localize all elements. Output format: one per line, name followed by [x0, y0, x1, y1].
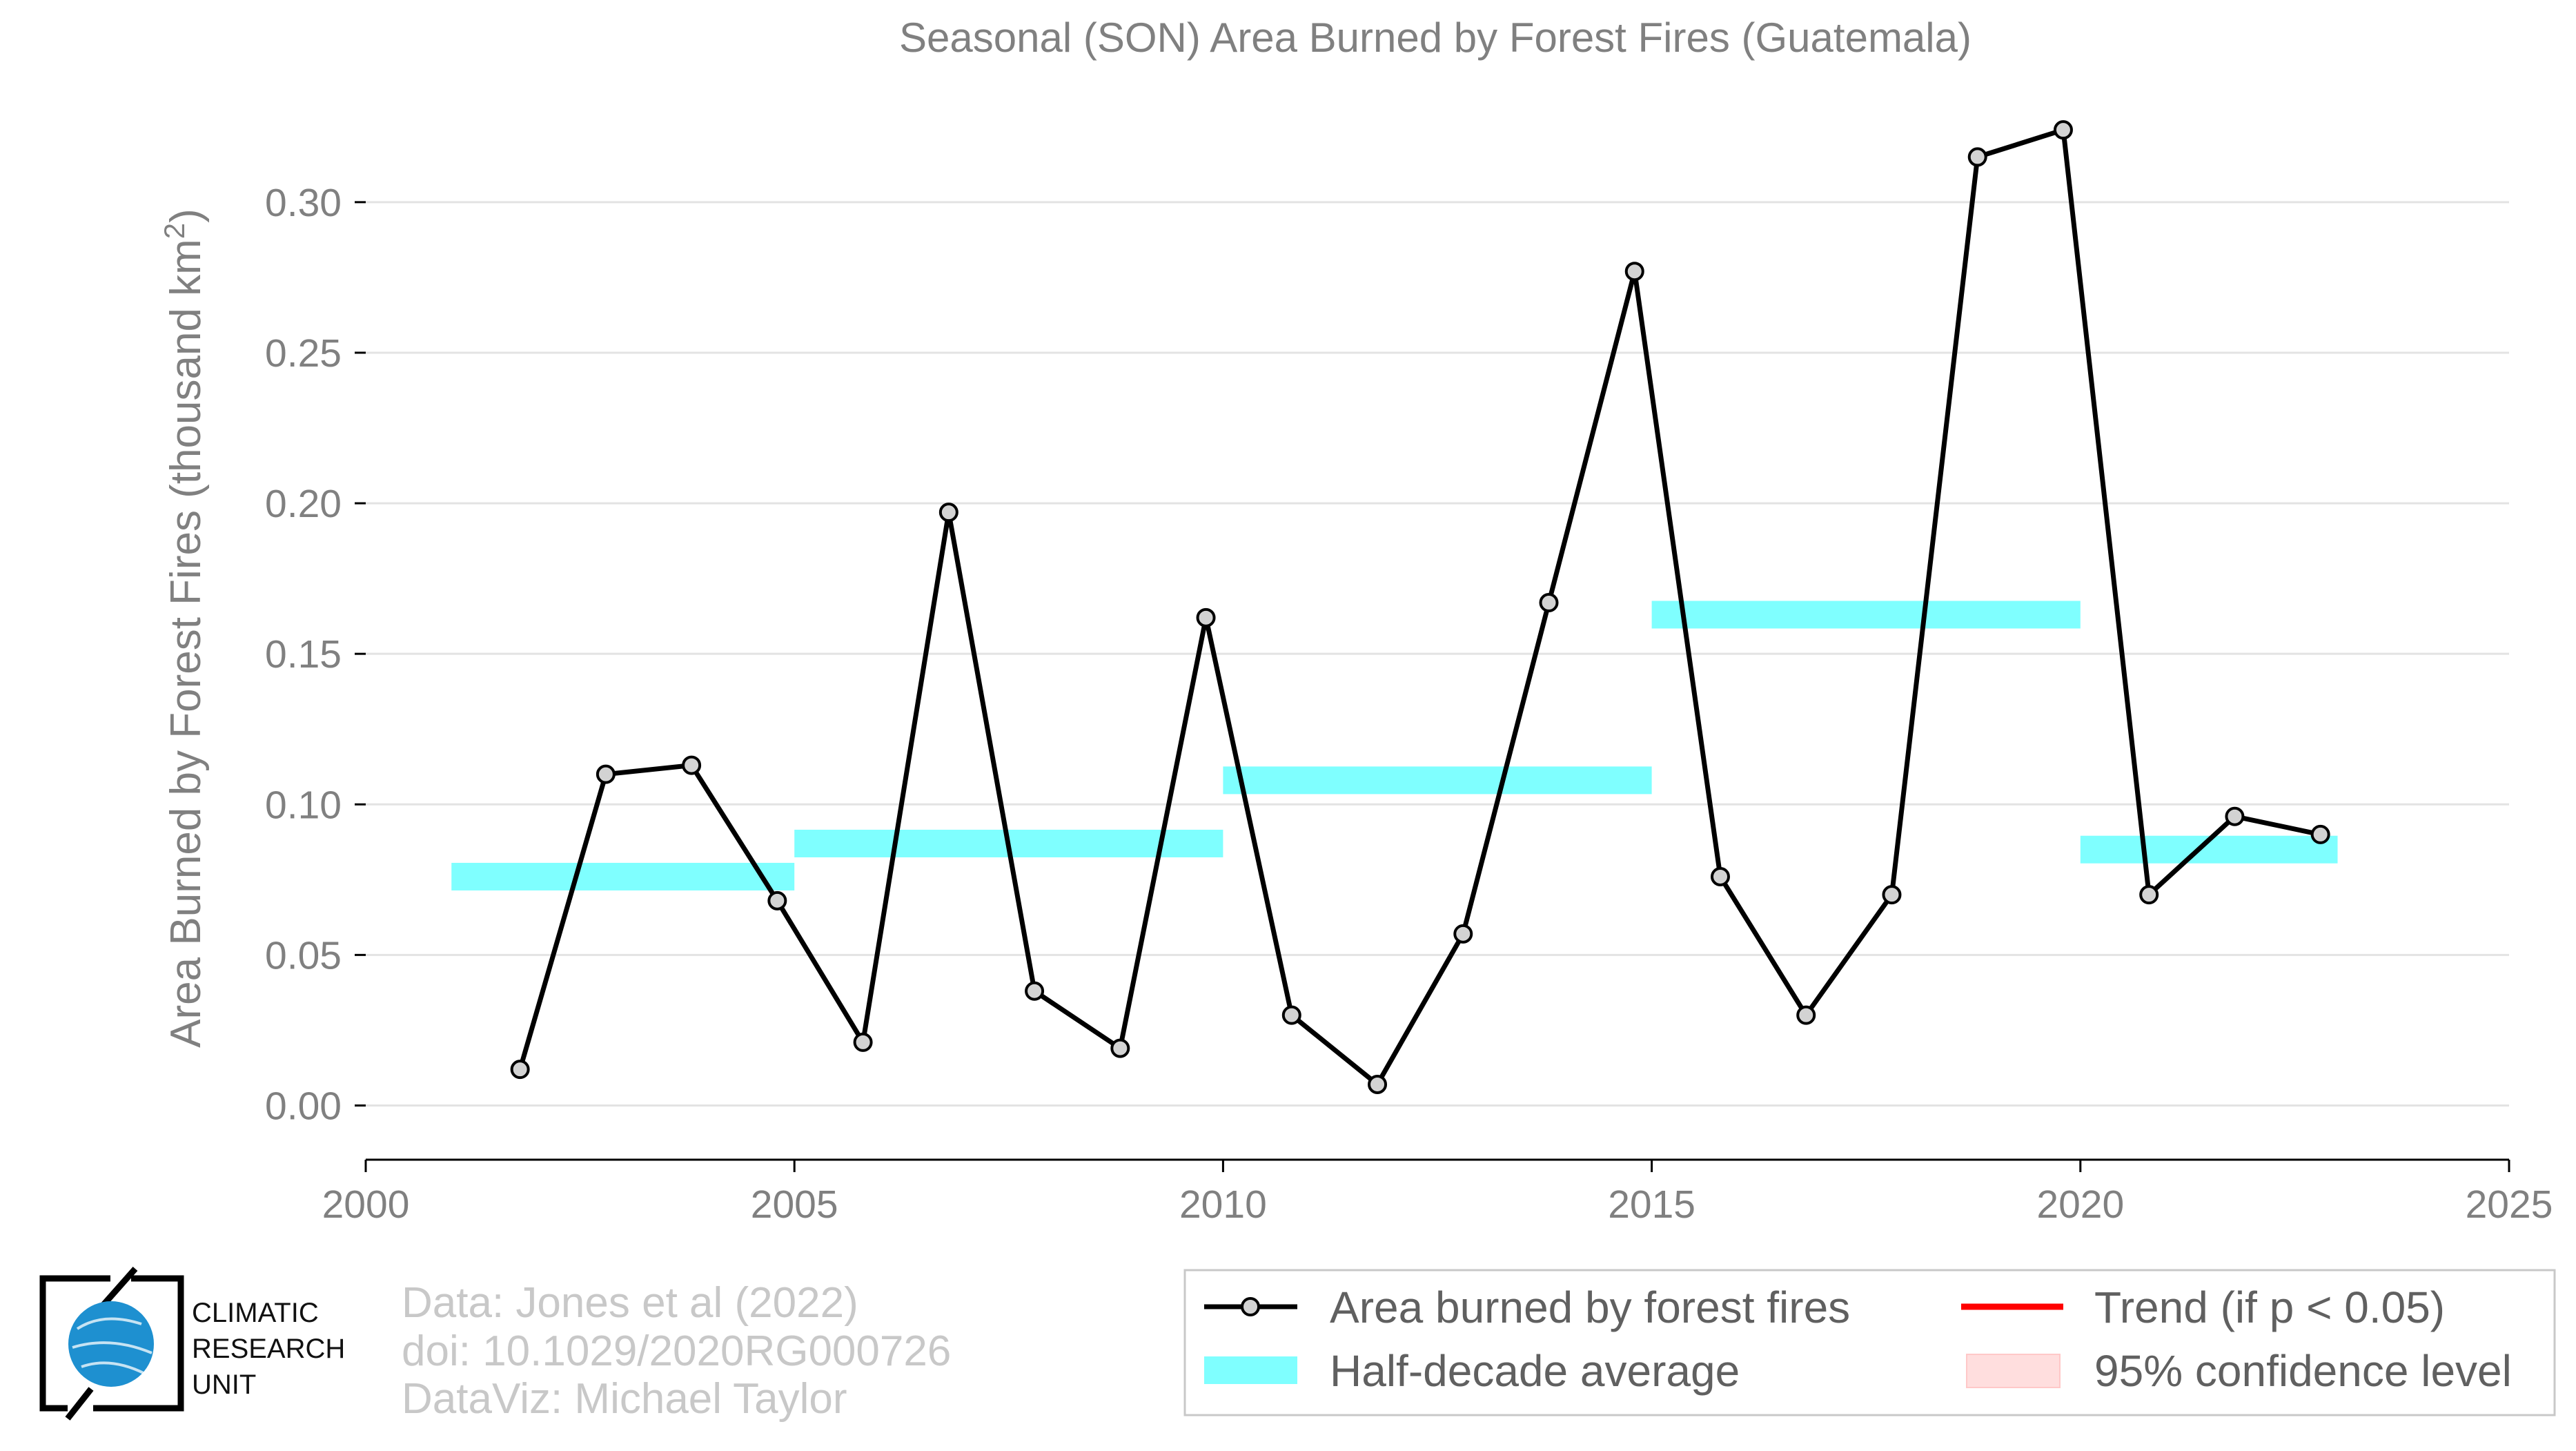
y-tick-label: 0.20	[265, 482, 342, 526]
x-tick-label: 2025	[2466, 1182, 2553, 1227]
y-axis-ticks: 0.00 0.05 0.10 0.15 0.20 0.25 0.30	[265, 181, 366, 1128]
logo-line-climatic: CLIMATIC	[192, 1298, 319, 1328]
area-burned-series	[518, 127, 2321, 1087]
data-point	[2225, 806, 2245, 826]
x-tick-label: 2015	[1608, 1182, 1695, 1227]
y-axis-title-main: Area Burned by Forest Fires (thousand km	[162, 239, 210, 1048]
y-tick-label: 0.30	[265, 181, 342, 225]
credit-doi: doi: 10.1029/2020RG000726	[402, 1327, 951, 1375]
globe-swirl	[72, 1317, 153, 1375]
x-tick-label: 2005	[751, 1182, 838, 1227]
area-burned-line	[518, 127, 2321, 1087]
y-tick-label: 0.10	[265, 783, 342, 827]
legend-confidence-swatch	[1966, 1354, 2061, 1388]
legend: Area burned by forest fires Trend (if p …	[1183, 1269, 2556, 1416]
data-point	[1539, 593, 1559, 613]
data-point	[1281, 1005, 1301, 1025]
x-axis-ticks: 2000 2005 2010 2015 2020 2025	[322, 1160, 2553, 1227]
data-point	[853, 1032, 873, 1052]
grid-lines	[366, 201, 2509, 1107]
data-point	[2139, 885, 2159, 905]
x-tick-label: 2000	[322, 1182, 410, 1227]
legend-label-half-decade: Half-decade average	[1330, 1346, 1740, 1396]
legend-label-area-burned: Area burned by forest fires	[1330, 1283, 1850, 1332]
data-point	[1453, 924, 1473, 944]
data-point	[1796, 1005, 1816, 1025]
data-point	[1882, 885, 1902, 905]
half-decade-average-bar	[1651, 601, 2081, 629]
credit-data-source: Data: Jones et al (2022)	[402, 1279, 858, 1327]
logo-line-research: RESEARCH	[192, 1334, 345, 1364]
data-point	[1967, 147, 1987, 167]
legend-label-confidence: 95% confidence level	[2094, 1346, 2512, 1396]
legend-marker-swatch	[1241, 1297, 1260, 1316]
half-decade-average-bars	[451, 601, 2338, 890]
data-point	[1624, 262, 1644, 282]
data-point	[1196, 607, 1216, 627]
x-tick-label: 2010	[1179, 1182, 1267, 1227]
y-tick-label: 0.15	[265, 632, 342, 676]
y-tick-label: 0.00	[265, 1084, 342, 1128]
data-point	[938, 503, 958, 523]
half-decade-average-bar	[451, 862, 795, 890]
logo-line-unit: UNIT	[192, 1370, 256, 1400]
legend-band-swatch	[1204, 1356, 1297, 1384]
logo-slash	[65, 1267, 138, 1421]
x-tick-label: 2020	[2036, 1182, 2124, 1227]
y-axis-title-close: )	[162, 208, 210, 223]
data-point	[1368, 1074, 1388, 1094]
y-tick-label: 0.25	[265, 331, 342, 376]
data-point	[510, 1060, 530, 1080]
data-point	[767, 890, 787, 910]
half-decade-average-bar	[1223, 766, 1652, 795]
area-burned-points	[510, 120, 2330, 1094]
data-point	[1710, 866, 1730, 886]
credit-dataviz: DataViz: Michael Taylor	[402, 1375, 847, 1423]
data-point	[2310, 824, 2330, 844]
cru-logo: CLIMATIC RESEARCH UNIT	[39, 1267, 345, 1421]
data-point	[596, 764, 616, 784]
data-point	[682, 755, 702, 775]
y-axis-title-sup: 2	[158, 223, 190, 239]
y-tick-label: 0.05	[265, 933, 342, 977]
legend-label-trend: Trend (if p < 0.05)	[2094, 1283, 2445, 1332]
logo-frame	[39, 1275, 184, 1412]
y-axis-title: Area Burned by Forest Fires (thousand km…	[158, 208, 210, 1048]
data-point	[1025, 981, 1045, 1001]
legend-box	[1183, 1269, 2556, 1416]
data-point	[2053, 120, 2073, 140]
data-point	[1110, 1038, 1130, 1058]
chart-title: Seasonal (SON) Area Burned by Forest Fir…	[899, 14, 1972, 61]
